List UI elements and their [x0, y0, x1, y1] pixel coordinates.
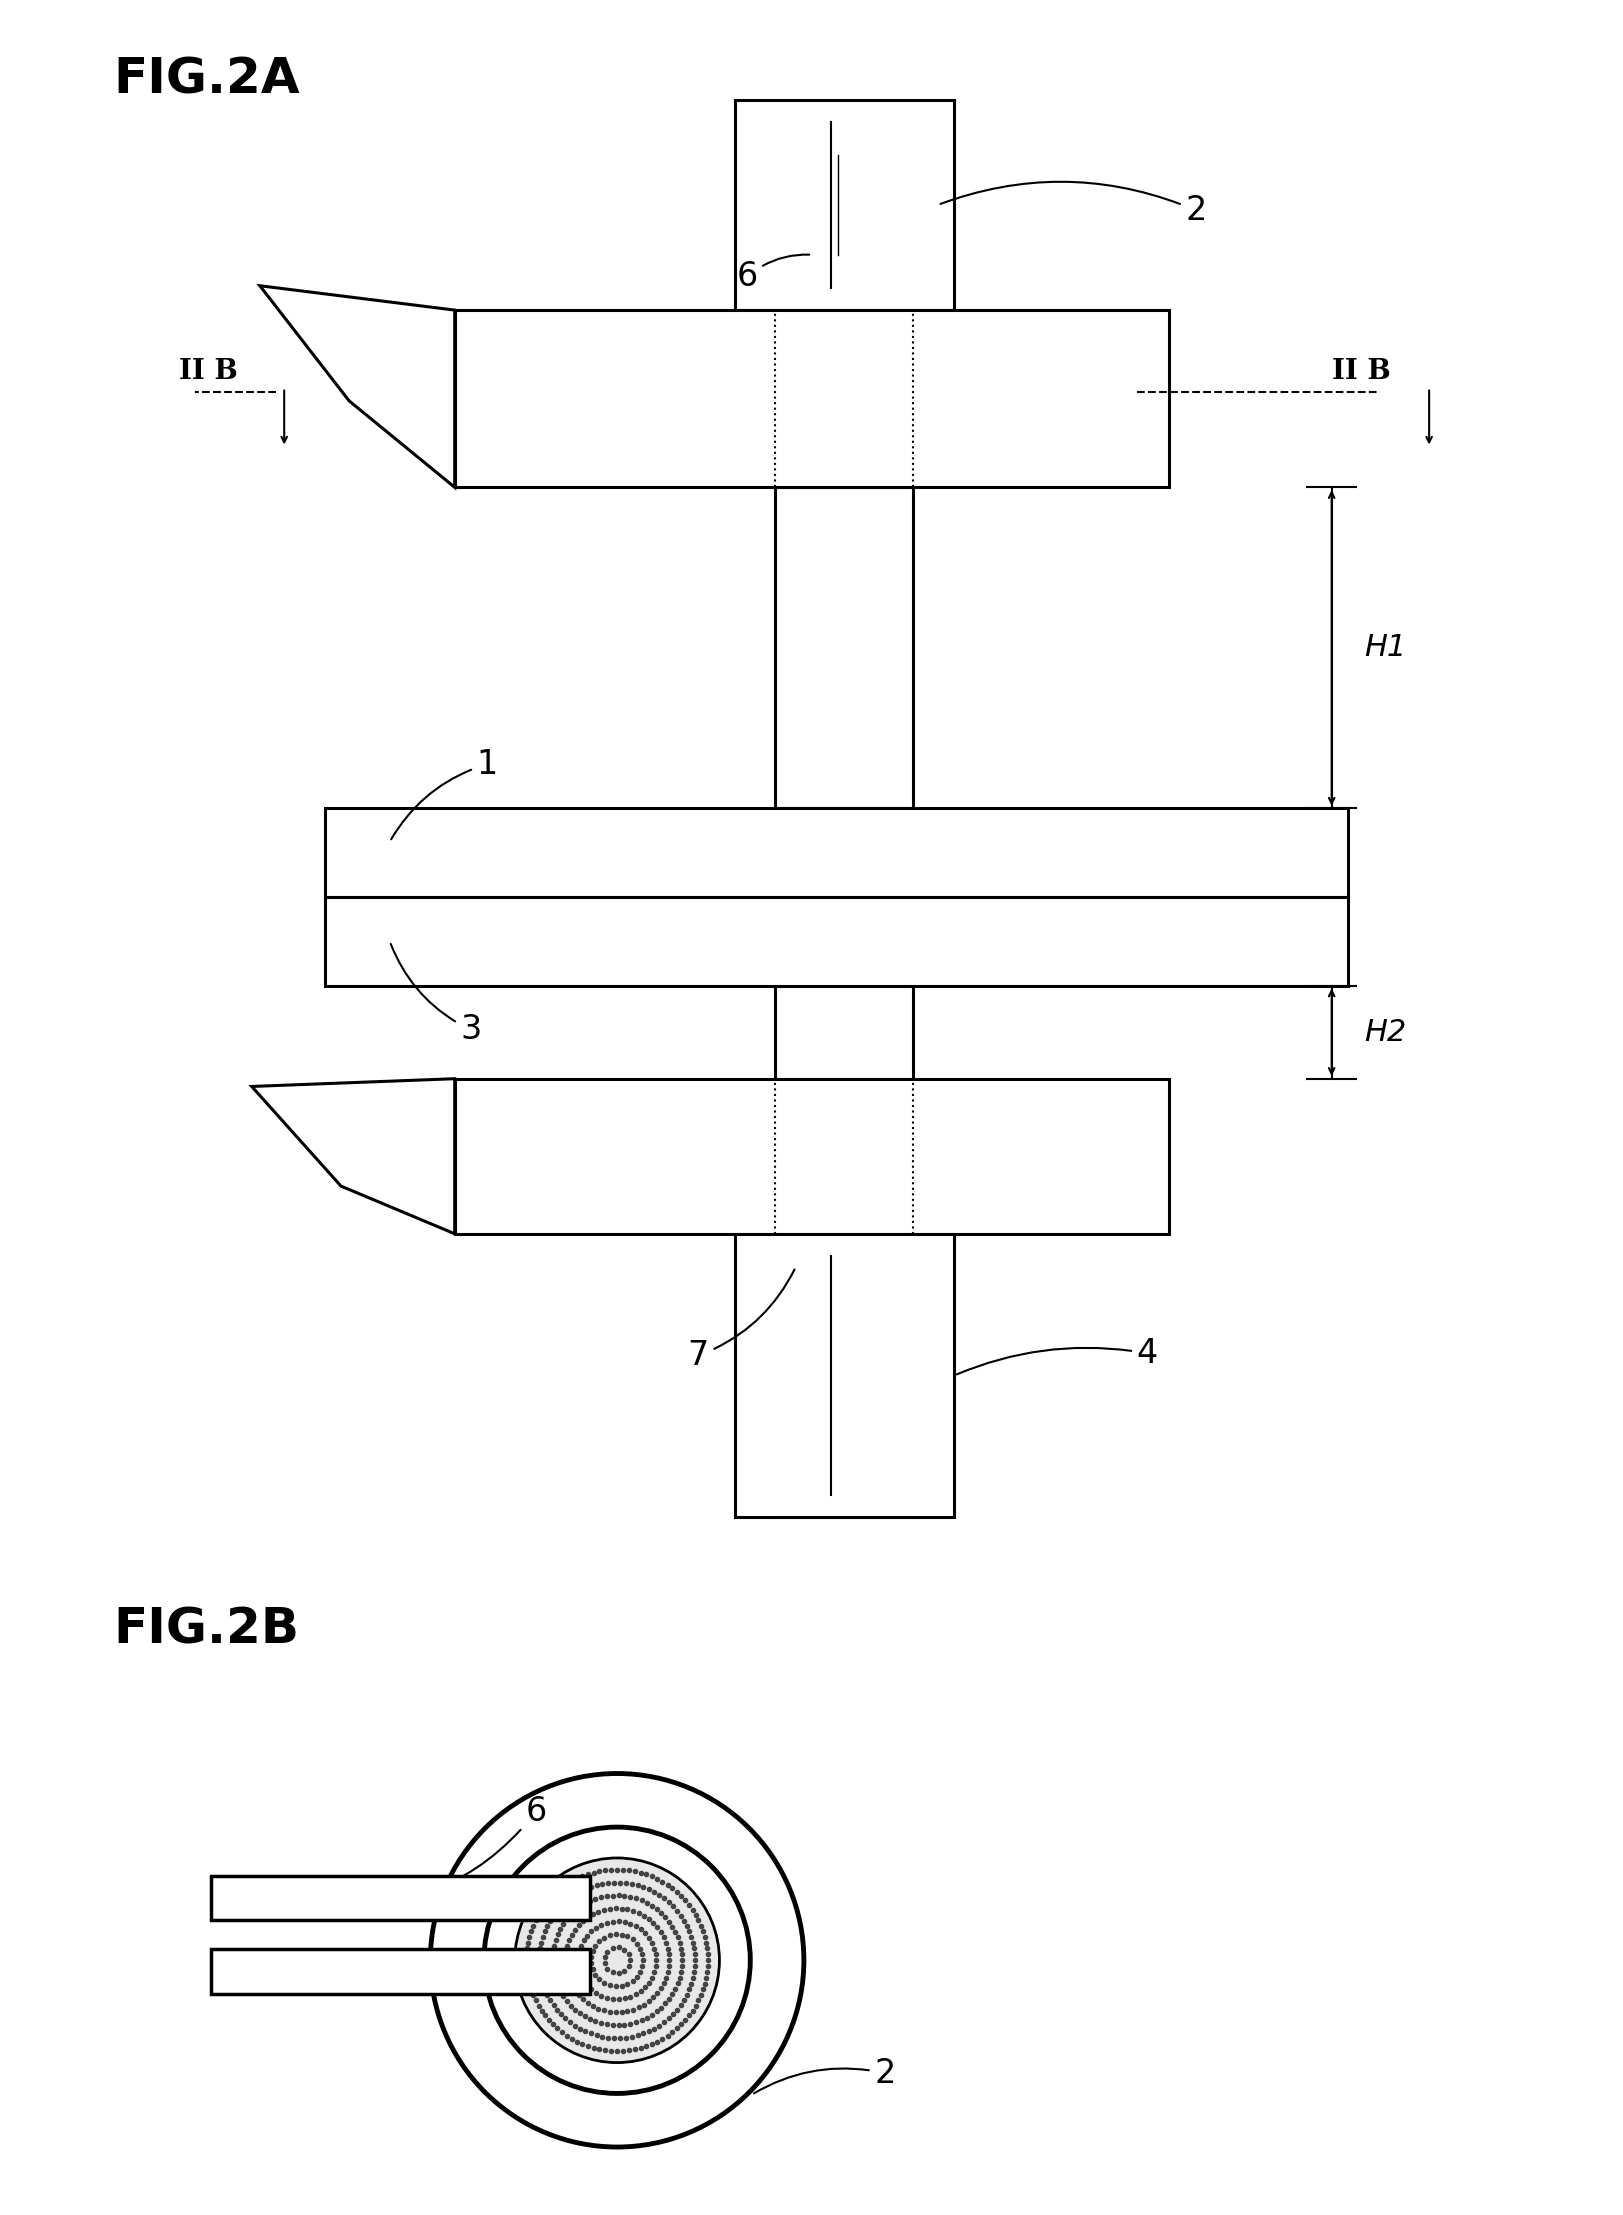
- Bar: [776, 986, 912, 1079]
- Ellipse shape: [430, 1774, 803, 2146]
- Text: 4: 4: [956, 1338, 1157, 1376]
- Text: H1: H1: [1363, 633, 1406, 662]
- Text: 6: 6: [312, 1796, 547, 1903]
- Polygon shape: [252, 1079, 454, 1234]
- Text: H2: H2: [1363, 1017, 1406, 1048]
- Ellipse shape: [514, 1858, 719, 2062]
- Text: 1: 1: [391, 749, 498, 839]
- Bar: [734, 100, 954, 310]
- Bar: [211, 1876, 591, 1920]
- Bar: [454, 1079, 1169, 1234]
- Text: 3: 3: [391, 944, 482, 1045]
- Text: II B: II B: [179, 359, 237, 385]
- Text: 2: 2: [753, 2058, 896, 2093]
- Text: 2: 2: [940, 182, 1206, 226]
- Text: FIG.2B: FIG.2B: [114, 1606, 300, 1655]
- Bar: [734, 1234, 954, 1517]
- Ellipse shape: [484, 1827, 750, 2093]
- Polygon shape: [260, 286, 454, 487]
- Bar: [211, 1949, 591, 1994]
- Bar: [325, 897, 1347, 986]
- Bar: [454, 310, 1169, 487]
- Text: 7: 7: [687, 1269, 794, 1371]
- Text: FIG.2A: FIG.2A: [114, 55, 300, 104]
- Text: 6: 6: [735, 255, 808, 292]
- Bar: [325, 808, 1347, 897]
- Text: II B: II B: [1331, 359, 1389, 385]
- Bar: [776, 487, 912, 808]
- Bar: [776, 1234, 912, 1517]
